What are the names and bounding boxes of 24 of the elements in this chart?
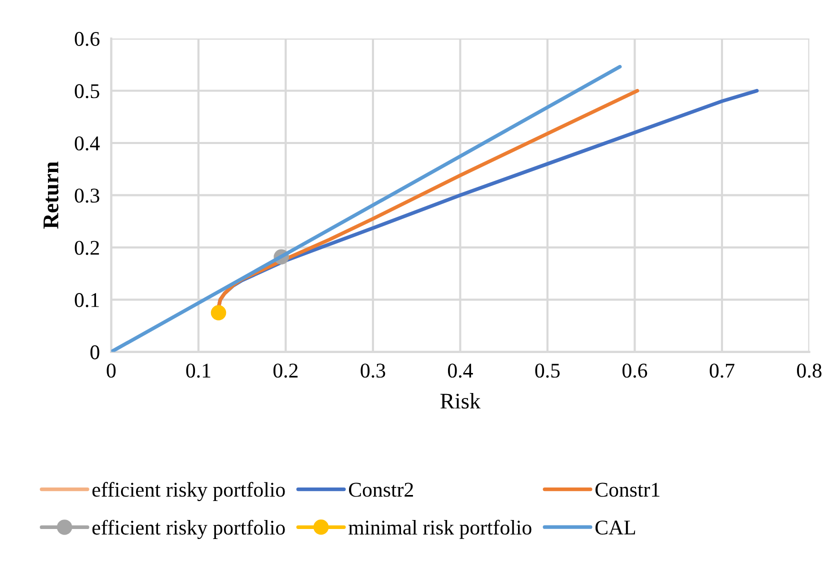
x-axis-title: Risk bbox=[440, 393, 481, 409]
y-tick-label: 0.3 bbox=[74, 188, 100, 203]
legend-label: minimal risk portfolio bbox=[348, 520, 532, 539]
legend-label: Constr2 bbox=[348, 482, 413, 497]
x-tick-label: 0.2 bbox=[273, 364, 298, 378]
x-tick-label: 0.8 bbox=[797, 364, 822, 378]
x-tick-label: 0.7 bbox=[710, 364, 734, 378]
x-tick-label: 0.6 bbox=[622, 364, 648, 378]
x-tick-label: 0.3 bbox=[360, 364, 386, 378]
x-tick-label: 0 bbox=[106, 364, 116, 378]
y-tick-label: 0.6 bbox=[74, 32, 100, 46]
legend-label: Constr1 bbox=[596, 482, 660, 497]
legend-label: efficient risky portfolio bbox=[92, 520, 285, 539]
y-tick-label: 0.1 bbox=[74, 293, 99, 308]
y-axis-title: Return bbox=[44, 162, 58, 229]
y-tick-label: 0 bbox=[90, 345, 100, 360]
y-tick-label: 0.4 bbox=[74, 136, 100, 151]
x-tick-label: 0.5 bbox=[535, 364, 560, 378]
x-tick-label: 0.1 bbox=[186, 364, 210, 378]
legend-label: efficient risky portfolio bbox=[92, 482, 285, 502]
legend-label: CAL bbox=[596, 520, 636, 535]
y-tick-label: 0.2 bbox=[74, 240, 99, 255]
x-tick-label: 0.4 bbox=[448, 364, 473, 378]
y-tick-label: 0.5 bbox=[74, 84, 100, 98]
